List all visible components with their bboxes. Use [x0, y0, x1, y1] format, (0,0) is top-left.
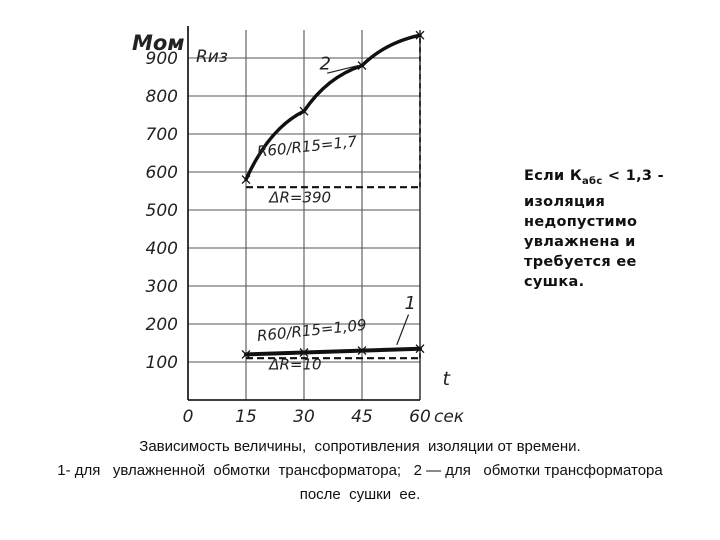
tick-labels: 100 200 300 400 500 600 700 800 900 0 15 30 45 60 сек t… [132, 31, 465, 427]
chart-area: 100 200 300 400 500 600 700 800 900 0 15 30 45 60 сек t… [132, 26, 465, 427]
x-tick-label: 45 [351, 407, 373, 427]
series-1-line [244, 346, 422, 357]
data-point-marker [241, 349, 251, 359]
y-tick-label: 900 [146, 49, 178, 69]
note-line-4: увлажнена и [524, 233, 636, 250]
x-tick-label: 0 [183, 407, 194, 427]
y-tick-label: 800 [146, 87, 178, 107]
y-axis-label: Rиз [196, 47, 228, 67]
series-2-delta-label: ΔR=390 [268, 188, 331, 206]
data-point-marker [357, 61, 367, 71]
x-tick-label: 30 [293, 407, 315, 427]
caption-line-1: Зависимость величины, сопротивления изол… [139, 438, 581, 455]
note-line-3: недопустимо [524, 213, 638, 230]
y-tick-label: 600 [146, 163, 178, 183]
caption-line-2: 1- для увлажненной обмотки трансформатор… [57, 462, 663, 479]
series-1-ratio-label: R60/R15=1,09 [256, 316, 367, 345]
y-tick-label: 700 [146, 125, 178, 145]
note-line-2: изоляция [524, 193, 606, 210]
y-axis-unit: Мом [132, 31, 185, 55]
y-tick-label: 300 [146, 277, 178, 297]
series-2-line [244, 33, 422, 182]
data-point-marker [299, 348, 309, 357]
x-tick-label: 60 [409, 407, 431, 427]
series-label: 1 [405, 293, 416, 314]
axes [187, 26, 421, 401]
data-point-marker [357, 346, 367, 356]
x-tick-label: 15 [235, 407, 257, 427]
grid [188, 30, 420, 400]
note-line-1: Если Кабс < 1,3 - [524, 168, 664, 187]
note-line-6: сушка. [524, 273, 585, 290]
note-text: Если Кабс < 1,3 - изоляция недопустимо у… [524, 166, 709, 292]
note-line-5: требуется ее [524, 253, 637, 270]
series-1-delta-label: ΔR=10 [268, 356, 321, 374]
data-point-marker [299, 106, 309, 116]
x-axis-unit: сек [434, 407, 465, 427]
series-label-leader [327, 65, 359, 74]
y-tick-label: 200 [146, 315, 178, 335]
x-axis-label: t [443, 368, 452, 390]
y-tick-label: 500 [146, 201, 178, 221]
series-label-leader [396, 314, 410, 346]
data-point-marker [241, 175, 251, 185]
caption-line-3: после сушки ее. [299, 486, 421, 503]
data-point-marker [415, 30, 425, 40]
series-layer [241, 30, 425, 360]
y-tick-label: 400 [146, 239, 178, 259]
y-tick-label: 100 [146, 353, 178, 373]
series-label: 2 [319, 53, 330, 74]
